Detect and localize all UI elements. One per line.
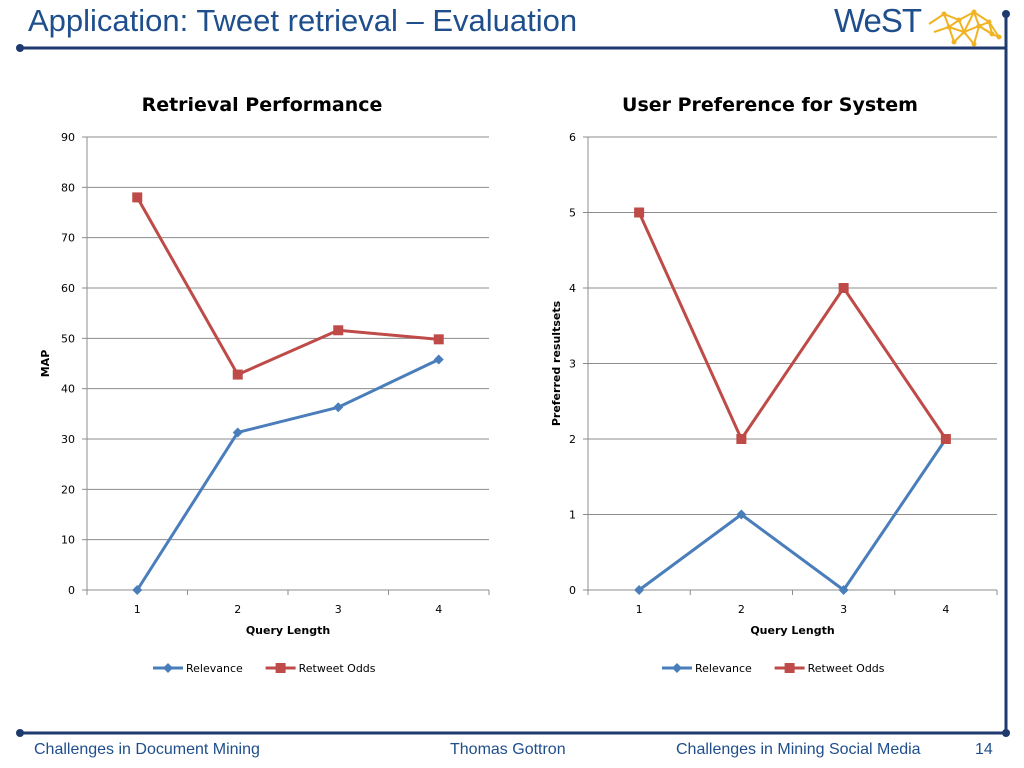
data-point <box>232 369 243 380</box>
data-point <box>940 434 951 444</box>
data-point <box>433 334 444 345</box>
legend-marker <box>275 663 286 673</box>
y-tick-label: 0 <box>68 584 75 597</box>
data-point <box>132 585 143 595</box>
x-tick-label: 2 <box>234 603 241 616</box>
y-tick-label: 30 <box>61 433 75 446</box>
x-tick-label: 3 <box>840 603 847 616</box>
series-line-relevance <box>638 438 948 592</box>
series-line-retweet-odds <box>135 196 439 377</box>
data-point <box>736 434 747 444</box>
y-tick-label: 90 <box>61 131 75 144</box>
x-tick-label: 2 <box>738 603 745 616</box>
y-tick-label: 60 <box>61 282 75 295</box>
y-tick-label: 0 <box>569 584 576 597</box>
series-line-relevance <box>135 358 440 591</box>
page-title: Application: Tweet retrieval – Evaluatio… <box>28 3 578 38</box>
y-tick-label: 4 <box>569 282 576 295</box>
y-tick-label: 40 <box>61 383 75 396</box>
x-tick-label: 4 <box>942 603 949 616</box>
legend-label: Relevance <box>186 662 243 675</box>
y-tick-label: 10 <box>61 534 75 547</box>
footer-left: Challenges in Document Mining <box>34 741 260 758</box>
data-point <box>132 192 143 203</box>
x-tick-label: 1 <box>636 603 643 616</box>
bottom-rule-left-dot <box>16 729 24 737</box>
data-point <box>232 427 243 438</box>
chart-title: User Preference for System <box>622 94 918 116</box>
x-axis-label: Query Length <box>750 624 834 637</box>
x-axis-label: Query Length <box>246 624 330 637</box>
data-point <box>736 509 747 520</box>
footer-center: Thomas Gottron <box>450 741 566 758</box>
y-tick-label: 2 <box>569 433 576 446</box>
data-point <box>634 207 645 218</box>
bottom-rule-right-dot <box>1002 729 1010 737</box>
y-tick-label: 3 <box>569 358 576 371</box>
y-tick-label: 20 <box>61 483 75 496</box>
y-axis-label: MAP <box>39 350 52 378</box>
y-tick-label: 5 <box>569 207 576 220</box>
y-axis-label: Preferred resultsets <box>550 300 563 426</box>
page-number: 14 <box>975 741 993 758</box>
legend-marker <box>163 663 173 673</box>
legend-marker <box>784 663 795 673</box>
top-rule-left-dot <box>16 44 24 52</box>
legend-label: Retweet Odds <box>299 662 376 675</box>
x-tick-label: 3 <box>335 603 342 616</box>
logo-text: WeST <box>834 2 922 39</box>
data-point <box>333 402 344 413</box>
y-tick-label: 50 <box>61 332 75 345</box>
legend-label: Retweet Odds <box>808 662 885 675</box>
logo-network-icon <box>928 9 1002 47</box>
footer-right: Challenges in Mining Social Media <box>676 741 921 758</box>
west-logo: WeST <box>834 2 1004 52</box>
x-tick-label: 4 <box>435 603 442 616</box>
legend-marker <box>672 663 682 673</box>
y-tick-label: 80 <box>61 181 75 194</box>
data-point <box>838 585 849 595</box>
y-tick-label: 70 <box>61 232 75 245</box>
data-point <box>433 354 444 365</box>
x-tick-label: 1 <box>134 603 141 616</box>
data-point <box>634 585 645 595</box>
legend-label: Relevance <box>695 662 752 675</box>
right-rule-top-dot <box>1002 10 1010 18</box>
data-point <box>333 325 344 336</box>
y-tick-label: 6 <box>569 131 576 144</box>
chart-title: Retrieval Performance <box>142 94 383 116</box>
y-tick-label: 1 <box>569 509 576 522</box>
data-point <box>838 283 849 293</box>
series-line-retweet-odds <box>637 211 948 441</box>
